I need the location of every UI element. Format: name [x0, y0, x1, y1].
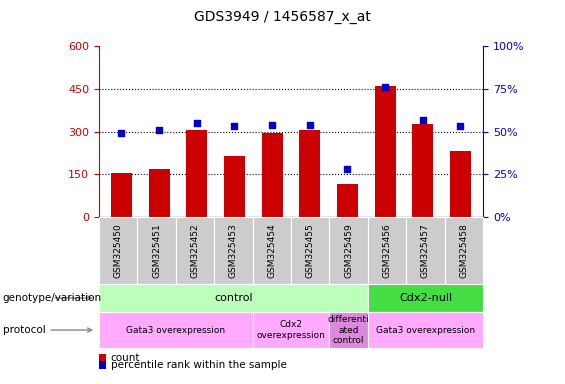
Bar: [337, 184, 358, 217]
Text: GSM325458: GSM325458: [459, 223, 468, 278]
Bar: [299, 130, 320, 217]
Text: GSM325457: GSM325457: [421, 223, 430, 278]
Point: [268, 122, 277, 128]
Bar: [149, 169, 170, 217]
Bar: [406, 217, 445, 284]
Point: [343, 166, 352, 172]
Bar: [99, 361, 106, 369]
Bar: [214, 217, 253, 284]
Text: differenti
ated
control: differenti ated control: [328, 315, 370, 345]
Text: percentile rank within the sample: percentile rank within the sample: [111, 360, 286, 370]
Bar: [450, 151, 471, 217]
Bar: [111, 173, 132, 217]
Bar: [186, 130, 207, 217]
Text: control: control: [214, 293, 253, 303]
Bar: [253, 217, 291, 284]
Bar: [176, 217, 214, 284]
Bar: [137, 217, 176, 284]
Bar: [291, 217, 329, 284]
Text: GSM325459: GSM325459: [344, 223, 353, 278]
Text: genotype/variation: genotype/variation: [3, 293, 102, 303]
Bar: [224, 156, 245, 217]
Text: GSM325452: GSM325452: [190, 223, 199, 278]
Text: GSM325456: GSM325456: [383, 223, 392, 278]
Bar: [412, 124, 433, 217]
Bar: [99, 354, 106, 362]
Text: Cdx2
overexpression: Cdx2 overexpression: [257, 320, 325, 340]
Text: GSM325453: GSM325453: [229, 223, 238, 278]
Bar: [99, 284, 368, 312]
Point: [381, 84, 390, 90]
Text: GSM325455: GSM325455: [306, 223, 315, 278]
Point: [456, 123, 465, 129]
Text: GSM325451: GSM325451: [152, 223, 161, 278]
Text: GSM325450: GSM325450: [114, 223, 123, 278]
Text: count: count: [111, 353, 140, 363]
Point: [230, 123, 239, 129]
Text: GSM325454: GSM325454: [267, 223, 276, 278]
Bar: [99, 312, 253, 348]
Point: [418, 116, 427, 122]
Text: Gata3 overexpression: Gata3 overexpression: [376, 326, 475, 334]
Text: protocol: protocol: [3, 325, 92, 335]
Bar: [253, 312, 329, 348]
Bar: [329, 217, 368, 284]
Bar: [445, 217, 483, 284]
Point: [192, 120, 201, 126]
Point: [155, 127, 164, 133]
Text: Gata3 overexpression: Gata3 overexpression: [126, 326, 225, 334]
Bar: [368, 312, 483, 348]
Text: Cdx2-null: Cdx2-null: [399, 293, 452, 303]
Bar: [99, 217, 137, 284]
Bar: [329, 312, 368, 348]
Point: [117, 130, 126, 136]
Bar: [368, 217, 406, 284]
Bar: [368, 284, 483, 312]
Bar: [262, 133, 282, 217]
Text: GDS3949 / 1456587_x_at: GDS3949 / 1456587_x_at: [194, 10, 371, 24]
Point: [305, 122, 314, 128]
Bar: [375, 86, 396, 217]
